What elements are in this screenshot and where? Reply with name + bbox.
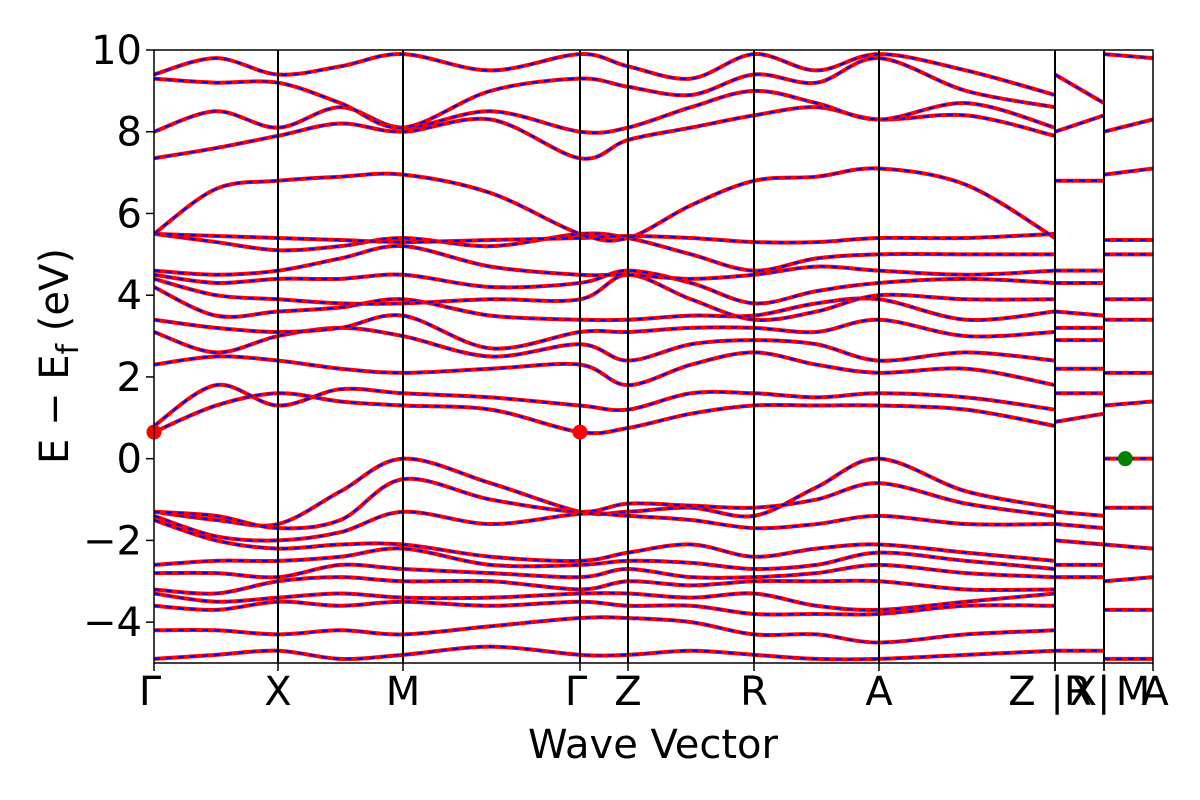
band-line-overlay-25: [154, 57, 1056, 129]
band-line-overlay-46: [1103, 576, 1153, 583]
x-tick-label-6: A: [865, 669, 893, 715]
y-axis-title-unit-text: (eV): [32, 248, 78, 331]
band-line-8: [154, 599, 1056, 617]
x-tick-label-2: M: [386, 669, 421, 715]
x-tick-label-9: X|: [1070, 669, 1111, 715]
bands-layer: [154, 52, 1153, 662]
x-tick-label-8: |R: [1050, 669, 1091, 715]
band-line-26: [154, 52, 1056, 97]
x-tick-label-11: A: [1141, 669, 1169, 715]
extrema-markers: [146, 424, 1133, 467]
band-line-overlay-58: [1103, 53, 1153, 60]
y-axis-title: E − Ef (eV): [32, 248, 86, 464]
y-tick-label-4: 4: [117, 273, 142, 319]
band-line-overlay-28: [1054, 523, 1105, 530]
y-tick-label-7: 10: [91, 28, 142, 74]
band-line-11: [154, 391, 1056, 436]
y-axis-title-unit: [32, 331, 78, 344]
y-tick-label-0: −4: [83, 600, 142, 646]
band-line-overlay-24: [154, 89, 1056, 134]
band-line-overlay-45: [1103, 543, 1153, 550]
y-tick-label-1: −2: [83, 518, 142, 564]
plot-frame: [153, 49, 1154, 664]
y-axis-title-main: E − E: [32, 354, 78, 464]
band-line-16: [154, 285, 1056, 323]
band-line-overlay-29: [1054, 539, 1105, 546]
x-axis-title: Wave Vector: [528, 722, 779, 768]
x-tick-label-4: Z: [614, 669, 641, 715]
x-axis-ticks: Γ X M Γ Z R A Z |RX| MA: [139, 663, 1169, 715]
marker-vbm-0: [1117, 451, 1133, 467]
x-tick-label-10: M: [1116, 669, 1151, 715]
band-line-overlay-42: [1054, 114, 1105, 133]
band-line-overlay-2: [154, 510, 1056, 542]
x-tick-label-0: Γ: [139, 669, 162, 715]
band-line-2: [154, 509, 1056, 543]
band-line-overlay-27: [1054, 510, 1105, 517]
band-line-overlay-38: [1054, 310, 1105, 317]
marker-cbm-1: [572, 424, 588, 440]
kpoint-lines: [277, 50, 1105, 663]
band-line-overlay-13: [154, 351, 1056, 387]
band-line-overlay-56: [1103, 167, 1153, 176]
y-tick-label-5: 6: [117, 191, 142, 237]
band-line-overlay-43: [1054, 73, 1105, 104]
y-axis-title-sub: f: [51, 342, 86, 354]
band-line-overlay-22: [154, 167, 1056, 242]
x-tick-label-5: R: [740, 669, 768, 715]
x-tick-label-3: Γ: [565, 669, 588, 715]
y-tick-label-6: 8: [117, 110, 142, 156]
band-line-overlay-50: [1103, 400, 1153, 407]
band-line-overlay-16: [154, 286, 1056, 322]
y-axis-ticks: −4 −2 0 2 4 6 8 10: [83, 28, 154, 646]
band-line-overlay-57: [1103, 118, 1153, 133]
band-line-overlay-9: [154, 616, 1056, 644]
x-tick-label-1: X: [264, 669, 291, 715]
x-tick-label-7: Z: [1008, 669, 1035, 715]
y-tick-label-2: 0: [117, 437, 142, 483]
band-line-22: [154, 166, 1057, 243]
band-line-overlay-33: [1054, 412, 1105, 423]
band-line-overlay-11: [154, 392, 1056, 435]
y-tick-label-3: 2: [117, 355, 142, 401]
